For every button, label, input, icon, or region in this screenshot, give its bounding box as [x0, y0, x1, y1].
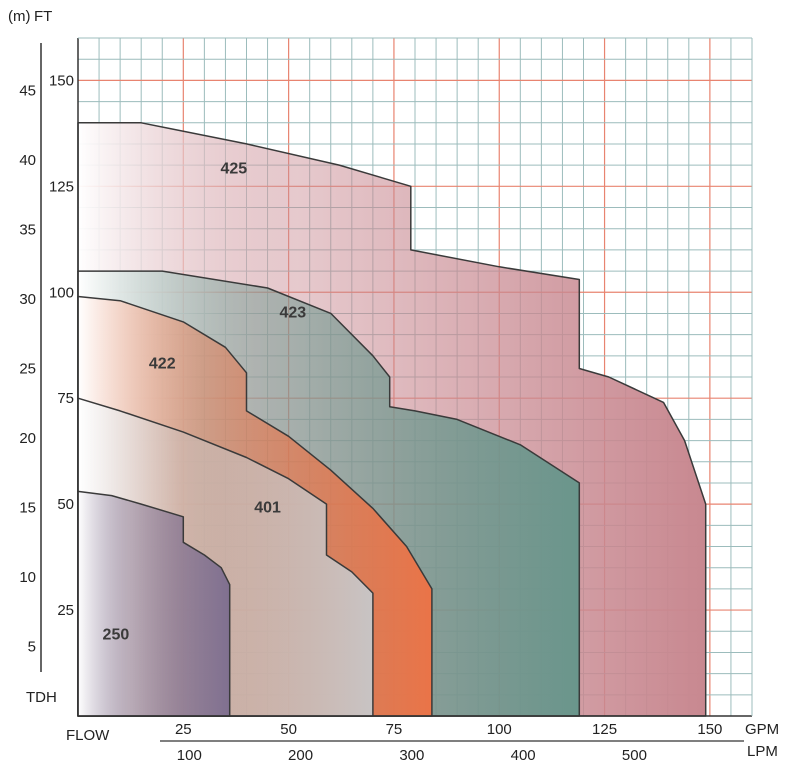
gpm-unit-label: GPM [745, 721, 779, 738]
x-gpm-tick-label: 150 [697, 721, 722, 738]
x-gpm-tick-label: 50 [280, 721, 297, 738]
y-ft-tick-label: 75 [57, 390, 74, 407]
performance-zones [77, 122, 707, 717]
head-metric-unit-label: (m) [8, 8, 31, 25]
y-m-tick-label: 30 [19, 291, 36, 308]
plot-frame [77, 37, 753, 717]
zone-label-423: 423 [279, 305, 306, 322]
y-m-tick-label: 10 [19, 569, 36, 586]
y-m-tick-label: 40 [19, 152, 36, 169]
x-lpm-tick-label: 200 [288, 747, 313, 764]
y-ft-tick-label: 25 [57, 602, 74, 619]
zone-label-250: 250 [103, 627, 130, 644]
y-m-tick-label: 15 [19, 499, 36, 516]
x-lpm-tick-label: 300 [399, 747, 424, 764]
x-gpm-tick-label: 100 [487, 721, 512, 738]
x-axis-title: FLOW [66, 727, 110, 744]
y-ft-tick-label: 100 [49, 284, 74, 301]
x-gpm-tick-label: 125 [592, 721, 617, 738]
lpm-unit-label: LPM [747, 743, 778, 760]
y-ft-tick-label: 125 [49, 178, 74, 195]
y-m-tick-label: 20 [19, 430, 36, 447]
head-imperial-unit-label: FT [34, 8, 52, 25]
x-gpm-tick-label: 75 [386, 721, 403, 738]
zone-labels: 425 423 422 401 250 [103, 161, 307, 644]
x-lpm-tick-label: 400 [511, 747, 536, 764]
zone-label-401: 401 [254, 500, 281, 517]
y-ft-tick-label: 50 [57, 496, 74, 513]
x-lpm-tick-label: 500 [622, 747, 647, 764]
x-gpm-tick-label: 25 [175, 721, 192, 738]
y-m-tick-label: 35 [19, 221, 36, 238]
zone-label-425: 425 [221, 161, 248, 178]
axes: (m) FT TDH FLOW GPM LPM 25 50 75 100 125 150 5… [8, 8, 779, 764]
zone-label-422: 422 [149, 356, 176, 373]
x-lpm-tick-label: 100 [177, 747, 202, 764]
y-ft-tick-label: 150 [49, 72, 74, 89]
y-axis-title: TDH [26, 689, 57, 706]
y-m-tick-label: 5 [28, 638, 36, 655]
y-m-tick-label: 45 [19, 82, 36, 99]
y-m-tick-label: 25 [19, 360, 36, 377]
